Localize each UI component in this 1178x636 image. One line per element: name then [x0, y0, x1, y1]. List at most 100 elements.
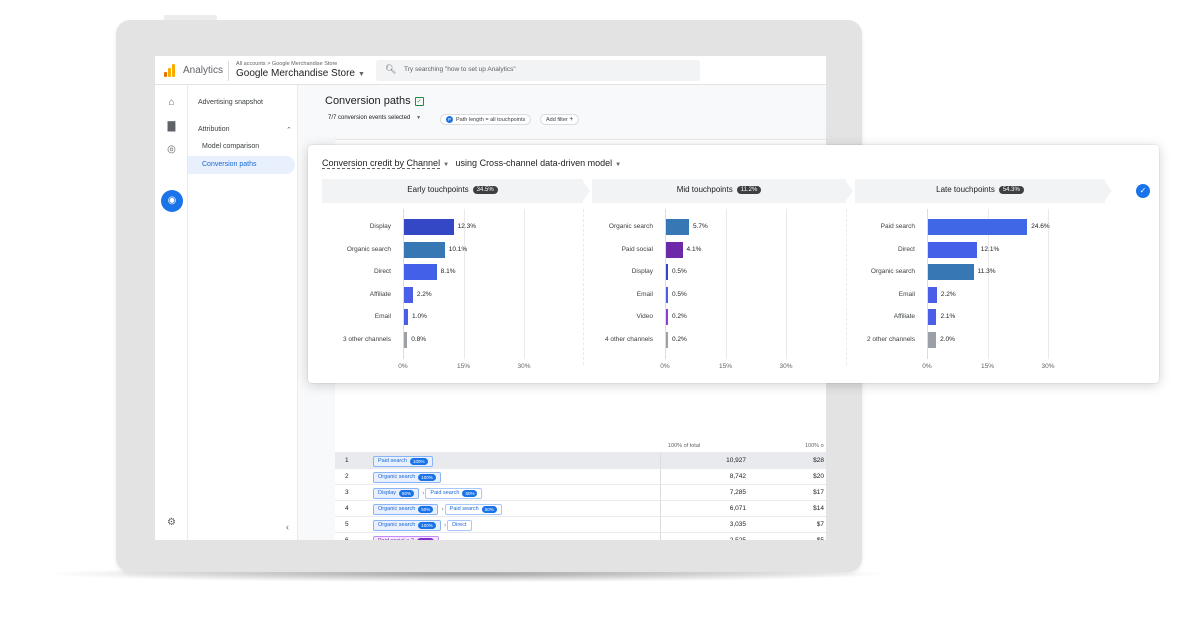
- conversions-value: 2,525: [670, 537, 746, 540]
- bar[interactable]: [404, 286, 413, 303]
- path-arrow-icon: ›: [422, 489, 425, 497]
- dimension-selector[interactable]: Conversion credit by Channel: [322, 158, 441, 169]
- bar[interactable]: [928, 264, 974, 281]
- bar[interactable]: [666, 309, 668, 326]
- path-step-chip[interactable]: Display 50%: [373, 487, 420, 499]
- chart-divider: [846, 209, 847, 365]
- path-step-label: Paid search: [430, 490, 460, 496]
- table-row[interactable]: 4 Organic search 50% › Paid search 50% 6,071 $1…: [335, 500, 826, 517]
- table-row[interactable]: 5 Organic search 100% › Direct 3,035 $7: [335, 516, 826, 533]
- bar[interactable]: [404, 219, 454, 235]
- path-length-filter-chip[interactable]: P Path length = all touchpoints: [440, 114, 532, 125]
- table-row[interactable]: 2 Organic search 100% 8,742 $20: [335, 468, 826, 485]
- bar[interactable]: [404, 309, 409, 326]
- bar[interactable]: [666, 264, 669, 281]
- step-mid[interactable]: Mid touchpoints 11.2%: [592, 179, 846, 203]
- bar-category-label: Organic search: [870, 268, 915, 276]
- breadcrumb[interactable]: All accounts > Google Merchandise Store: [236, 61, 338, 67]
- path-arrow-icon: ›: [443, 521, 447, 529]
- bar[interactable]: [928, 219, 1028, 235]
- plus-icon: +: [569, 116, 574, 123]
- analytics-logo-icon[interactable]: [164, 64, 176, 77]
- panel-title: Conversion credit by Channel ▼ using Cros…: [322, 158, 625, 169]
- axis-zero-line: [403, 209, 404, 359]
- bar[interactable]: [666, 241, 683, 258]
- path-chip-label: Path length = all touchpoints: [456, 117, 526, 123]
- bar-value-label: 24.6%: [1031, 223, 1050, 230]
- bar-category-label: Paid social: [621, 245, 653, 253]
- nav-conversion-paths[interactable]: Conversion paths: [202, 161, 257, 168]
- bar[interactable]: [666, 219, 689, 235]
- home-icon[interactable]: ⌂: [168, 97, 175, 108]
- column-divider: [660, 485, 661, 501]
- conversion-credit-panel: Conversion credit by Channel ▼ using Cros…: [308, 145, 1159, 383]
- chevron-down-icon[interactable]: ▼: [443, 162, 450, 168]
- path-step-chip[interactable]: Organic search 50%: [373, 503, 439, 515]
- bar[interactable]: [404, 332, 408, 348]
- path-step-chip[interactable]: Paid search 50%: [444, 503, 502, 515]
- product-name: Analytics: [183, 65, 224, 76]
- events-selector[interactable]: 7/7 conversion events selected ▼: [328, 115, 421, 121]
- property-selector[interactable]: Google Merchandise Store ▼: [236, 68, 365, 79]
- bar[interactable]: [928, 332, 937, 348]
- bar[interactable]: [666, 286, 669, 303]
- path-step-chip[interactable]: Organic search 100%: [373, 471, 441, 483]
- bar[interactable]: [404, 264, 437, 281]
- conversions-value: 6,071: [729, 505, 746, 512]
- bar-value-label: 2.2%: [940, 290, 956, 298]
- axis-zero-line: [927, 209, 928, 359]
- bar-category-label: Affiliate: [369, 290, 391, 298]
- bar[interactable]: [404, 241, 445, 258]
- path-step-chip[interactable]: Paid search 50%: [425, 487, 483, 499]
- row-index: 1: [345, 457, 349, 464]
- add-filter-button[interactable]: Add filter +: [540, 114, 580, 125]
- gear-icon[interactable]: ⚙: [167, 517, 176, 528]
- bar-value-label: 0.5%: [672, 268, 687, 276]
- conversion-path: Display 50% › Paid search 50%: [373, 487, 484, 499]
- table-row[interactable]: 6 Paid social × 2100% 2,525 $5: [335, 532, 826, 540]
- revenue-value: $17: [813, 489, 824, 496]
- nav-attribution[interactable]: Attribution: [198, 126, 230, 133]
- bar-value-label: 2.2%: [416, 290, 432, 298]
- chevron-down-icon[interactable]: ▼: [615, 162, 622, 168]
- events-selected-text: 7/7 conversion events selected: [328, 115, 411, 121]
- bar-category-label: Display: [631, 268, 653, 276]
- path-step-chip[interactable]: Paid search 100%: [373, 455, 433, 467]
- check-circle-icon[interactable]: ✓: [1136, 184, 1150, 198]
- nav-advertising-snapshot[interactable]: Advertising snapshot: [198, 99, 263, 106]
- table-row[interactable]: 1 Paid search 100% 10,927 $28: [335, 452, 826, 469]
- left-rail: ⌂ ▇ ◎ ◉ ⚙: [155, 85, 188, 540]
- bar[interactable]: [928, 309, 937, 326]
- column-divider: [660, 453, 661, 469]
- path-step-chip[interactable]: Organic search 100%: [373, 519, 441, 531]
- path-step-chip[interactable]: Paid social × 2100%: [373, 535, 440, 540]
- path-step-chip[interactable]: Direct: [447, 519, 472, 531]
- table-row[interactable]: 3 Display 50% › Paid search 50% 7,285 $17: [335, 484, 826, 501]
- conversion-path: Paid search 100%: [373, 455, 435, 467]
- bar[interactable]: [928, 286, 937, 303]
- gridline: [1048, 209, 1049, 359]
- advertising-icon[interactable]: ◉: [161, 190, 183, 212]
- bar[interactable]: [666, 332, 668, 348]
- conversion-path: Organic search 100% › Direct: [373, 519, 474, 531]
- bar-chart-icon[interactable]: ▇: [167, 121, 176, 132]
- step-early[interactable]: Early touchpoints 34.5%: [322, 179, 583, 203]
- bar[interactable]: [928, 241, 977, 258]
- search-bar[interactable]: 🔍︎ Try searching "how to set up Analytic…: [376, 60, 700, 81]
- path-step-credit-badge: 50%: [462, 489, 478, 497]
- touchpoint-stepper: Early touchpoints 34.5% Mid touchpoints 11…: [322, 179, 1150, 203]
- bar-category-label: Display: [369, 223, 391, 230]
- conversions-value: 7,285: [729, 489, 746, 496]
- chevron-up-icon[interactable]: ⌃: [286, 127, 292, 134]
- x-tick-label: 0%: [922, 363, 932, 370]
- explore-icon[interactable]: ◎: [167, 144, 176, 155]
- step-late[interactable]: Late touchpoints 54.3%: [855, 179, 1105, 203]
- collapse-nav-icon[interactable]: ‹: [286, 522, 289, 532]
- page-title-text: Conversion paths: [325, 95, 411, 107]
- x-tick-label: 0%: [398, 363, 408, 370]
- nav-model-comparison[interactable]: Model comparison: [202, 143, 260, 150]
- row-index: 4: [345, 505, 349, 512]
- column-divider: [660, 533, 661, 540]
- model-selector[interactable]: using Cross-channel data-driven model: [455, 158, 613, 168]
- x-tick-label: 0%: [660, 363, 670, 370]
